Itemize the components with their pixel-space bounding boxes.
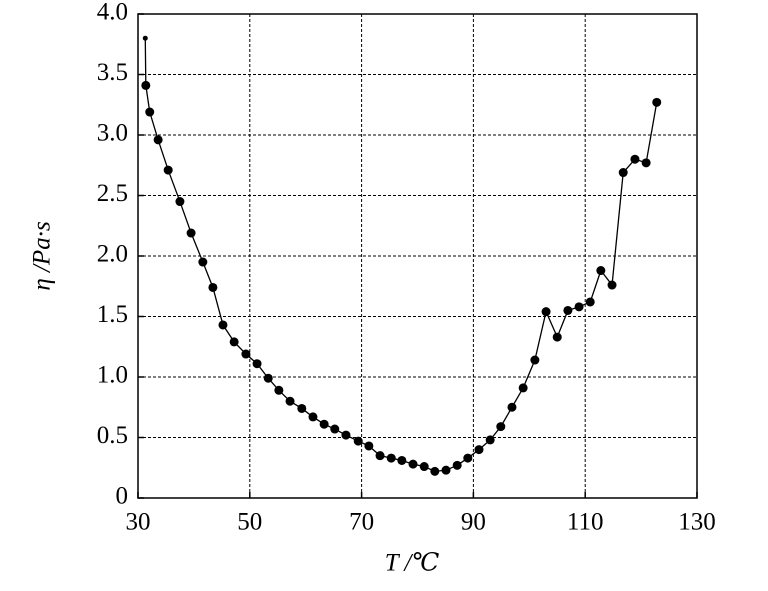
- y-tick-label: 1.0: [97, 362, 128, 389]
- data-point: [474, 445, 484, 455]
- data-point: [507, 402, 517, 412]
- data-point: [652, 97, 662, 107]
- data-point: [145, 107, 155, 117]
- data-point: [229, 337, 239, 347]
- data-line: [144, 38, 658, 473]
- data-point: [198, 257, 208, 267]
- x-tick-label: 110: [567, 509, 604, 536]
- data-point: [574, 302, 584, 312]
- y-tick-label: 0.5: [97, 422, 128, 449]
- data-point: [563, 305, 573, 315]
- y-tick-label: 2.5: [97, 180, 128, 207]
- data-point: [353, 436, 363, 446]
- y-tick-label: 2.0: [97, 241, 128, 268]
- x-tick-label: 50: [237, 509, 262, 536]
- data-point: [142, 35, 148, 41]
- data-point: [607, 280, 617, 290]
- data-point: [218, 320, 228, 330]
- data-point: [297, 403, 307, 413]
- data-point: [452, 460, 462, 470]
- y-tick-label: 4.0: [97, 0, 128, 26]
- data-point: [408, 459, 418, 469]
- data-point: [319, 419, 329, 429]
- data-point: [485, 435, 495, 445]
- data-point: [518, 383, 528, 393]
- y-axis-label: η /Pa·s: [29, 221, 56, 290]
- data-point: [263, 373, 273, 383]
- data-point: [441, 465, 451, 475]
- data-point: [496, 422, 506, 432]
- data-point: [308, 412, 318, 422]
- y-tick-label: 1.5: [97, 301, 128, 328]
- x-tick-label: 70: [349, 509, 374, 536]
- data-point: [241, 349, 251, 359]
- data-point: [386, 453, 396, 463]
- data-point: [641, 158, 651, 168]
- data-point: [274, 385, 284, 395]
- data-point: [141, 80, 151, 90]
- data-point: [252, 359, 262, 369]
- data-point: [186, 228, 196, 238]
- data-point: [397, 455, 407, 465]
- x-tick-label: 30: [126, 509, 151, 536]
- x-tick-label: 130: [678, 509, 716, 536]
- data-point: [596, 266, 606, 276]
- data-point: [430, 466, 440, 476]
- data-point: [208, 282, 218, 292]
- data-point: [375, 451, 385, 461]
- data-point: [618, 168, 628, 178]
- y-tick-label: 0: [116, 483, 129, 510]
- data-point: [463, 453, 473, 463]
- x-axis-label: T /℃: [385, 550, 440, 577]
- data-point: [175, 197, 185, 207]
- data-point: [541, 307, 551, 317]
- data-point: [163, 165, 173, 175]
- data-point: [552, 332, 562, 342]
- data-point: [585, 297, 595, 307]
- data-point: [330, 424, 340, 434]
- data-point: [530, 355, 540, 365]
- data-point: [419, 462, 429, 472]
- y-tick-label: 3.0: [97, 120, 128, 147]
- x-tick-label: 90: [461, 509, 486, 536]
- data-point: [153, 135, 163, 145]
- data-point: [630, 154, 640, 164]
- data-point: [341, 430, 351, 440]
- data-point: [364, 441, 374, 451]
- data-point: [285, 396, 295, 406]
- y-tick-label: 3.5: [97, 59, 128, 86]
